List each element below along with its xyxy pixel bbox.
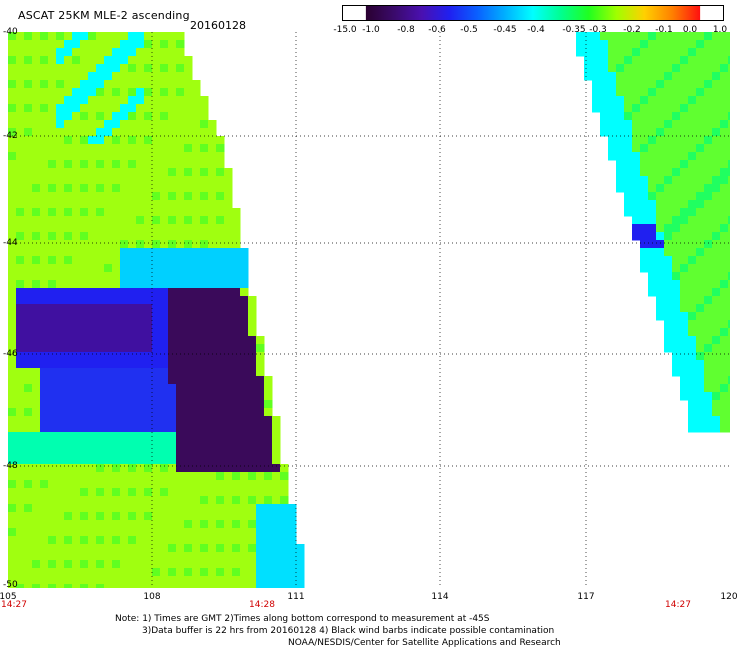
lon-label: 117 — [577, 592, 595, 602]
colorbar-label: -0.5 — [460, 25, 478, 35]
lat-label: -48 — [3, 461, 18, 471]
colorbar-label: 1.0 — [712, 25, 728, 35]
time-label: 14:27 — [665, 600, 691, 610]
lon-label: 111 — [287, 592, 305, 602]
colorbar-gradient — [365, 6, 701, 20]
colorbar-label: -0.35 — [562, 25, 586, 35]
lon-label: 105 — [0, 592, 17, 602]
colorbar-label: 0.0 — [682, 25, 698, 35]
lat-label: -44 — [3, 238, 18, 248]
colorbar — [342, 5, 724, 21]
colorbar-label: -0.6 — [428, 25, 446, 35]
colorbar-label: -0.45 — [493, 25, 517, 35]
time-label: 14:28 — [249, 600, 275, 610]
colorbar-label: -0.3 — [589, 25, 607, 35]
lat-label: -50 — [3, 580, 18, 590]
wind-map — [8, 32, 730, 588]
colorbar-label: -1.0 — [362, 25, 380, 35]
lat-label: -46 — [3, 349, 18, 359]
graticule — [8, 32, 730, 588]
note-line-2: 3)Data buffer is 22 hrs from 20160128 4)… — [142, 626, 555, 636]
product-date: 20160128 — [190, 19, 246, 32]
colorbar-label: -0.1 — [655, 25, 673, 35]
product-title: ASCAT 25KM MLE-2 ascending — [18, 9, 190, 22]
lat-label: -40 — [3, 27, 18, 37]
colorbar-label: -0.4 — [527, 25, 545, 35]
lon-label: 114 — [431, 592, 449, 602]
colorbar-label: -0.8 — [397, 25, 415, 35]
note-line-1: Note: 1) Times are GMT 2)Times along bot… — [115, 614, 490, 624]
time-label: 14:27 — [1, 600, 27, 610]
lon-label: 108 — [143, 592, 161, 602]
colorbar-label: -15.0 — [333, 25, 357, 35]
note-line-3: NOAA/NESDIS/Center for Satellite Applica… — [288, 638, 561, 648]
lat-label: -42 — [3, 131, 18, 141]
colorbar-label: -0.2 — [623, 25, 641, 35]
wind-field — [8, 32, 730, 588]
lon-label: 120 — [720, 592, 738, 602]
